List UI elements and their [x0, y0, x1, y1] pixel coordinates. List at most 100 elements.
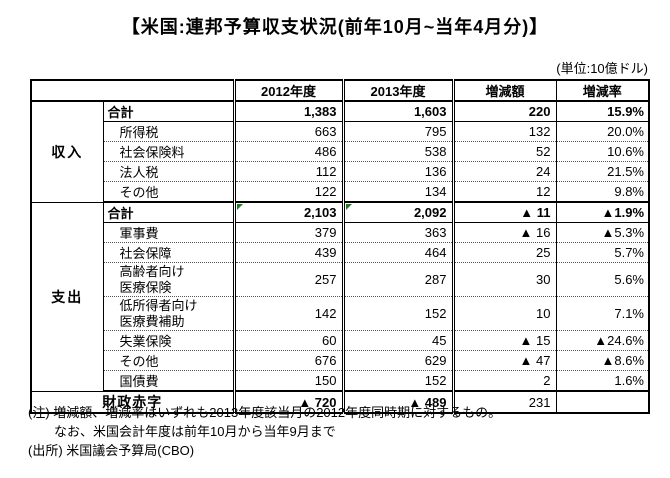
cell-diff: 25 — [451, 242, 556, 263]
note-line: (出所) 米国議会予算局(CBO) — [28, 443, 195, 458]
cell-rate: 21.5% — [555, 161, 649, 182]
table-row: 収入 合計 1,383 1,603 220 15.9% — [31, 101, 649, 203]
cell-fy2012: 2,103 — [232, 202, 343, 223]
row-label-line1: 高齢者向け — [119, 263, 185, 279]
table-row: 法人税 112 136 24 21.5% — [31, 161, 649, 182]
cell-rate: 5.7% — [555, 242, 649, 263]
table-row: 国債費 150 152 2 1.6% — [31, 370, 649, 392]
cell-rate: 5.6% — [555, 262, 649, 297]
cell-fy2013: 136 — [341, 161, 453, 182]
cell-diff: ▲ 15 — [451, 330, 556, 351]
header-fy2013: 2013年度 — [341, 80, 453, 102]
table-row: 低所得者向け 医療費補助 142 152 10 7.1% — [31, 296, 649, 331]
cell-fy2012: 122 — [232, 181, 343, 203]
table-row: その他 122 134 12 9.8% — [31, 181, 649, 203]
cell-diff: 30 — [451, 262, 556, 297]
cell-diff: 132 — [451, 121, 556, 142]
cell-fy2013: 1,603 — [341, 101, 453, 122]
cell-fy2013: 152 — [341, 296, 453, 331]
header-change-amount: 増減額 — [451, 80, 556, 102]
cell-rate: ▲5.3% — [555, 222, 649, 243]
cell-diff: 52 — [451, 141, 556, 162]
header-empty-cell — [31, 80, 234, 102]
cell-fy2012: 60 — [232, 330, 343, 351]
row-label: 高齢者向け 医療保険 — [102, 262, 234, 297]
excel-error-indicator-icon — [346, 204, 352, 210]
table-row: 所得税 663 795 132 20.0% — [31, 121, 649, 142]
cell-fy2013: 795 — [341, 121, 453, 142]
cell-diff: ▲ 16 — [451, 222, 556, 243]
cell-rate: 10.6% — [555, 141, 649, 162]
cell-fy2012: 257 — [232, 262, 343, 297]
row-label: 合計 — [102, 101, 234, 122]
table-footer-row: 財政赤字 ▲ 720 ▲ 489 231 — [31, 391, 649, 413]
row-label: 社会保険料 — [102, 141, 234, 162]
cell-fy2013: 629 — [341, 350, 453, 371]
cell-rate: ▲24.6% — [555, 330, 649, 351]
cell-fy2013: 363 — [341, 222, 453, 243]
cell-fy2013: 538 — [341, 141, 453, 162]
cell-rate: 15.9% — [555, 101, 649, 122]
cell-diff: 2 — [451, 370, 556, 392]
note-line: なお、米国会計年度は前年10月から当年9月まで — [54, 424, 336, 439]
cell-fy2013: 2,092 — [341, 202, 453, 223]
table-row: その他 676 629 ▲ 47 ▲8.6% — [31, 350, 649, 371]
cell-fy2013: 287 — [341, 262, 453, 297]
cell-value: 2,103 — [303, 205, 337, 220]
table-row: 社会保険料 486 538 52 10.6% — [31, 141, 649, 162]
cell-fy2012: 150 — [232, 370, 343, 392]
cell-rate — [555, 391, 649, 413]
cell-fy2012: 379 — [232, 222, 343, 243]
cell-rate: ▲8.6% — [555, 350, 649, 371]
cell-diff: 10 — [451, 296, 556, 331]
row-label-line2: 医療費補助 — [119, 313, 185, 329]
cell-diff: ▲ 11 — [451, 202, 556, 223]
cell-fy2012: 486 — [232, 141, 343, 162]
table-row: 軍事費 379 363 ▲ 16 ▲5.3% — [31, 222, 649, 243]
header-change-rate: 増減率 — [555, 80, 649, 102]
deficit-label: 財政赤字 — [102, 394, 163, 410]
page-title: 【米国:連邦予算収支状況(前年10月~当年4月分)】 — [121, 17, 549, 37]
row-label: 所得税 — [102, 121, 234, 142]
cell-value: 2,092 — [413, 205, 447, 220]
table-row: 社会保障 439 464 25 5.7% — [31, 242, 649, 263]
cell-fy2012: 439 — [232, 242, 343, 263]
cell-rate: 9.8% — [555, 181, 649, 203]
cell-fy2012: 142 — [232, 296, 343, 331]
footnotes: (注) 増減額、増減率はいずれも2013年度該当月の2012年度同時期に対するも… — [28, 403, 501, 460]
cell-fy2012: 663 — [232, 121, 343, 142]
cell-fy2013: 464 — [341, 242, 453, 263]
row-label: 法人税 — [102, 161, 234, 182]
group-label-revenue: 収入 — [31, 101, 103, 203]
table-row: 支出 合計 2,103 2,092 ▲ 11 ▲1.9% — [31, 202, 649, 392]
row-label-line1: 低所得者向け — [119, 297, 198, 313]
cell-fy2012: 676 — [232, 350, 343, 371]
budget-table: 2012年度 2013年度 増減額 増減率 収入 合計 1,383 1,603 … — [30, 79, 650, 414]
cell-fy2012: 112 — [232, 161, 343, 182]
table-row: 高齢者向け 医療保険 257 287 30 5.6% — [31, 262, 649, 297]
row-label-line2: 医療保険 — [119, 279, 172, 295]
cell-rate: ▲1.9% — [555, 202, 649, 223]
excel-error-indicator-icon — [237, 204, 243, 210]
row-label: その他 — [102, 181, 234, 203]
cell-fy2013: ▲ 489 — [341, 391, 453, 413]
table-header-row: 2012年度 2013年度 増減額 増減率 — [31, 80, 649, 102]
group-label-expenditure: 支出 — [31, 202, 103, 392]
header-fy2012: 2012年度 — [232, 80, 343, 102]
row-label: 失業保険 — [102, 330, 234, 351]
row-label: その他 — [102, 350, 234, 371]
cell-diff: ▲ 47 — [451, 350, 556, 371]
unit-label: (単位:10億ドル) — [556, 61, 648, 76]
row-label: 軍事費 — [102, 222, 234, 243]
cell-diff: 12 — [451, 181, 556, 203]
cell-diff: 220 — [451, 101, 556, 122]
cell-fy2013: 45 — [341, 330, 453, 351]
table-row: 失業保険 60 45 ▲ 15 ▲24.6% — [31, 330, 649, 351]
cell-fy2012: 1,383 — [232, 101, 343, 122]
cell-fy2013: 134 — [341, 181, 453, 203]
note-line: (注) 増減額、増減率はいずれも2013年度該当月の2012年度同時期に対するも… — [28, 405, 502, 420]
row-label: 低所得者向け 医療費補助 — [102, 296, 234, 331]
cell-fy2013: 152 — [341, 370, 453, 392]
row-label: 社会保障 — [102, 242, 234, 263]
cell-rate: 7.1% — [555, 296, 649, 331]
